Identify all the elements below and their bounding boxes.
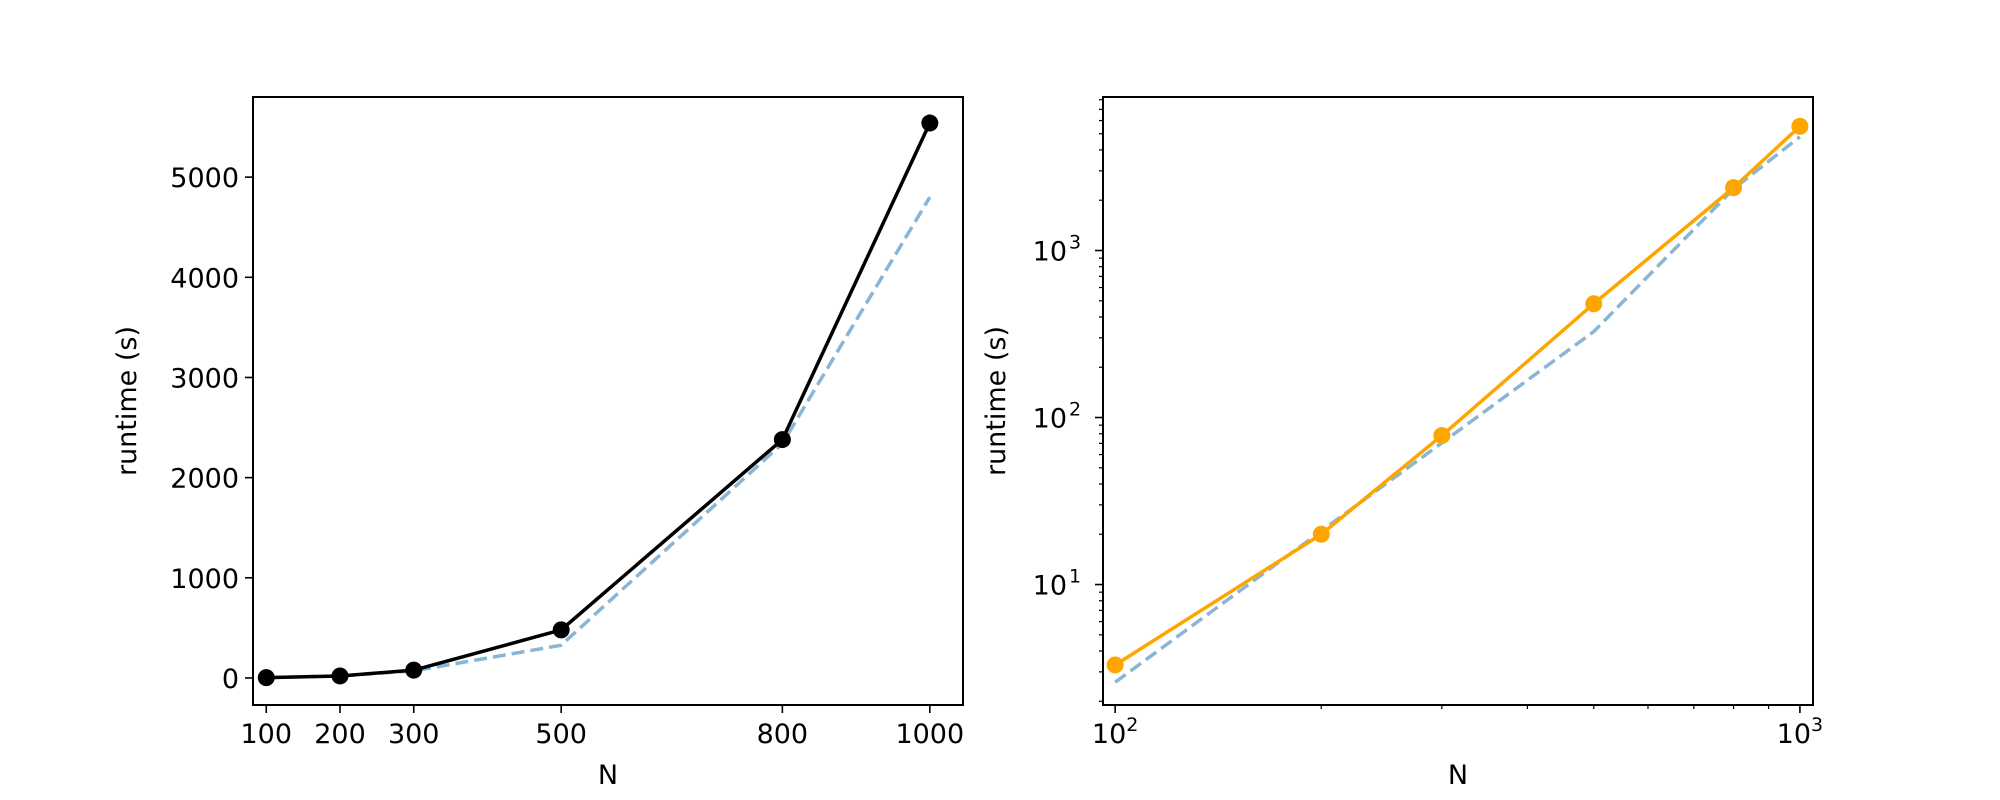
y-tick-label: 5000: [170, 163, 239, 194]
linear-runtime-chart: 100 200 300 500 800 1000 0 1000 2000 3000 4000 5000…: [112, 96, 964, 791]
runtime-line: [266, 122, 932, 680]
x-tick-label: 500: [535, 719, 587, 750]
data-point: [1791, 117, 1809, 135]
data-point: [331, 667, 349, 685]
y-tick-label: 10 3: [1033, 232, 1081, 268]
data-point: [1585, 295, 1603, 313]
data-point: [552, 621, 570, 639]
data-point: [773, 431, 791, 449]
y-axis-label: runtime (s): [112, 326, 143, 476]
y-tick-label: 4000: [170, 263, 239, 294]
y-tick-label: 2000: [170, 464, 239, 495]
data-point: [405, 661, 423, 679]
data-point: [1433, 427, 1451, 445]
y-axis-label: runtime (s): [981, 326, 1012, 476]
y-tick-label: 0: [222, 664, 239, 695]
data-point: [1106, 656, 1124, 674]
x-tick-label: 800: [757, 719, 809, 750]
fit-line-dashed: [266, 196, 932, 680]
x-axis-label: N: [1448, 760, 1468, 791]
x-tick-label: 102: [1092, 714, 1138, 750]
runtime-line: [1114, 125, 1802, 667]
data-point: [1312, 525, 1330, 543]
axes-frame: [252, 96, 964, 706]
x-tick-label: 1000: [895, 719, 964, 750]
data-point: [257, 669, 275, 687]
y-tick-label: 1000: [170, 564, 239, 595]
data-point: [921, 114, 939, 132]
data-point: [1725, 179, 1743, 197]
x-tick-label: 200: [314, 719, 366, 750]
y-tick-label: 10 1: [1033, 566, 1081, 602]
x-axis-label: N: [598, 760, 618, 791]
x-tick-label: 300: [388, 719, 440, 750]
axes-frame: [1102, 96, 1814, 706]
y-tick-label: 10 2: [1033, 399, 1081, 435]
x-tick-label: 103: [1777, 714, 1823, 750]
y-tick-label: 3000: [170, 363, 239, 394]
x-tick-label: 100: [240, 719, 292, 750]
